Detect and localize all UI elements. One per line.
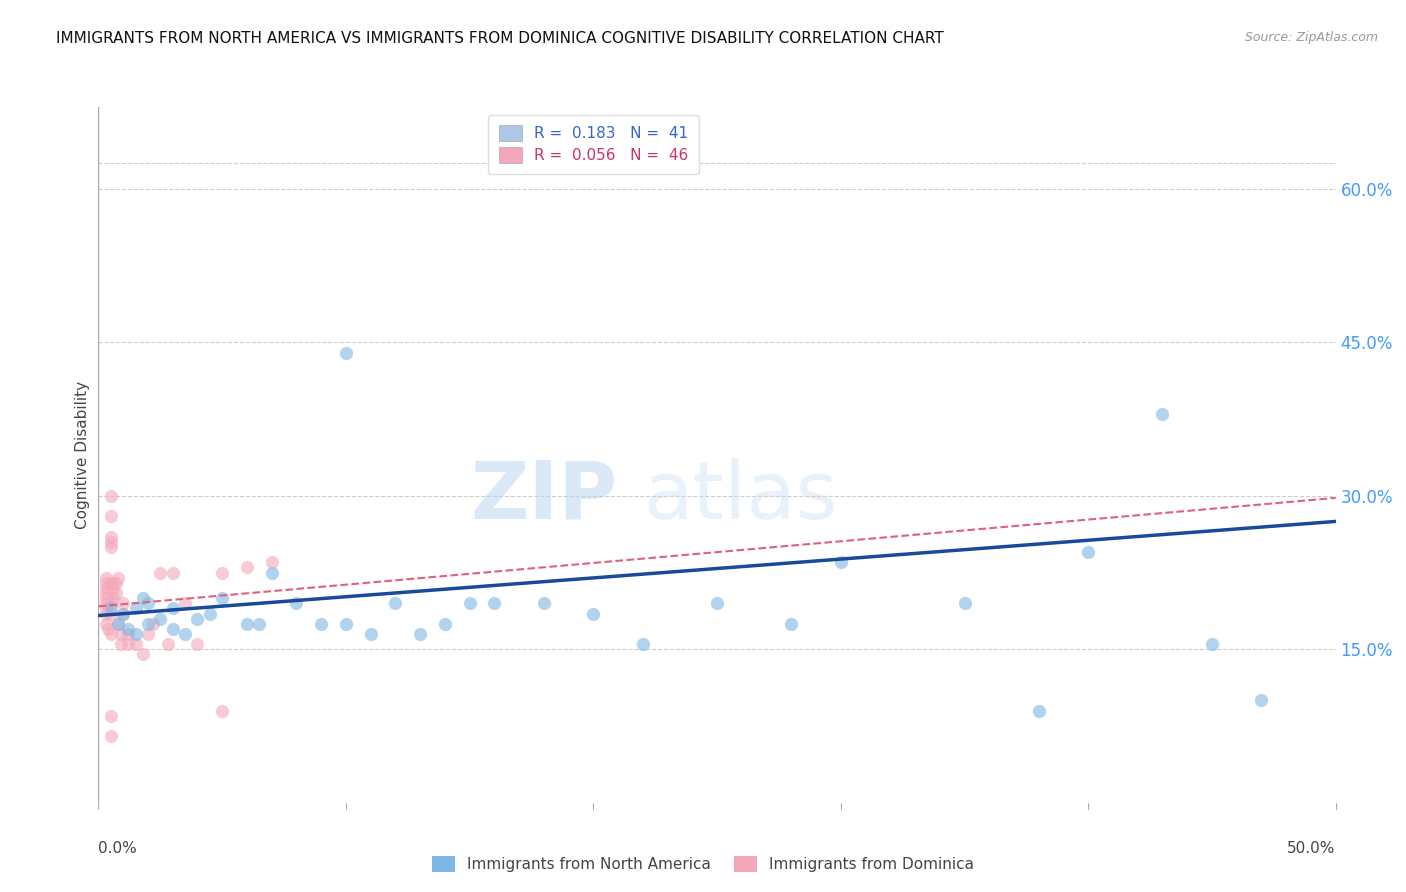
Point — [149, 566, 172, 580]
Point — [100, 530, 122, 544]
Point — [186, 612, 208, 626]
Point — [100, 601, 122, 615]
Point — [780, 616, 803, 631]
Point — [830, 555, 852, 569]
Legend: Immigrants from North America, Immigrants from Dominica: Immigrants from North America, Immigrant… — [425, 848, 981, 880]
Point — [953, 596, 976, 610]
Point — [582, 607, 605, 621]
Point — [260, 555, 283, 569]
Point — [104, 586, 127, 600]
Point — [186, 637, 208, 651]
Point — [484, 596, 506, 610]
Point — [103, 581, 125, 595]
Point — [100, 596, 122, 610]
Point — [1077, 545, 1099, 559]
Point — [100, 489, 122, 503]
Point — [100, 708, 122, 723]
Point — [124, 637, 146, 651]
Point — [1250, 693, 1272, 707]
Point — [94, 601, 117, 615]
Point — [94, 575, 117, 590]
Point — [117, 637, 139, 651]
Point — [433, 616, 456, 631]
Point — [149, 612, 172, 626]
Point — [211, 704, 233, 718]
Point — [631, 637, 654, 651]
Point — [458, 596, 481, 610]
Point — [142, 616, 165, 631]
Point — [100, 540, 122, 554]
Point — [100, 607, 122, 621]
Point — [360, 627, 382, 641]
Point — [94, 596, 117, 610]
Point — [211, 566, 233, 580]
Point — [94, 581, 117, 595]
Y-axis label: Cognitive Disability: Cognitive Disability — [75, 381, 90, 529]
Point — [533, 596, 555, 610]
Point — [156, 637, 179, 651]
Point — [162, 622, 184, 636]
Point — [174, 596, 197, 610]
Point — [112, 607, 135, 621]
Point — [136, 627, 159, 641]
Point — [112, 596, 135, 610]
Point — [309, 616, 332, 631]
Point — [162, 566, 184, 580]
Point — [94, 591, 117, 606]
Point — [136, 616, 159, 631]
Point — [94, 616, 117, 631]
Point — [285, 596, 308, 610]
Point — [107, 616, 129, 631]
Point — [107, 571, 129, 585]
Point — [100, 535, 122, 549]
Text: Source: ZipAtlas.com: Source: ZipAtlas.com — [1244, 31, 1378, 45]
Point — [132, 591, 155, 606]
Point — [124, 627, 146, 641]
Point — [107, 616, 129, 631]
Point — [706, 596, 728, 610]
Point — [136, 596, 159, 610]
Text: 0.0%: 0.0% — [98, 841, 138, 856]
Point — [110, 637, 132, 651]
Point — [94, 586, 117, 600]
Point — [335, 616, 357, 631]
Point — [124, 601, 146, 615]
Point — [110, 627, 132, 641]
Point — [94, 571, 117, 585]
Legend: R =  0.183   N =  41, R =  0.056   N =  46: R = 0.183 N = 41, R = 0.056 N = 46 — [488, 115, 699, 174]
Point — [1028, 704, 1050, 718]
Point — [335, 345, 357, 359]
Text: IMMIGRANTS FROM NORTH AMERICA VS IMMIGRANTS FROM DOMINICA COGNITIVE DISABILITY C: IMMIGRANTS FROM NORTH AMERICA VS IMMIGRA… — [56, 31, 943, 46]
Point — [94, 607, 117, 621]
Point — [132, 648, 155, 662]
Point — [409, 627, 432, 641]
Point — [247, 616, 270, 631]
Point — [260, 566, 283, 580]
Point — [100, 729, 122, 743]
Point — [100, 575, 122, 590]
Point — [103, 591, 125, 606]
Point — [162, 601, 184, 615]
Text: ZIP: ZIP — [471, 458, 619, 536]
Point — [112, 607, 135, 621]
Point — [174, 627, 197, 641]
Point — [1201, 637, 1223, 651]
Point — [236, 560, 259, 574]
Point — [1152, 407, 1174, 421]
Point — [236, 616, 259, 631]
Point — [384, 596, 406, 610]
Point — [97, 622, 120, 636]
Point — [198, 607, 221, 621]
Point — [117, 627, 139, 641]
Point — [100, 509, 122, 524]
Point — [104, 575, 127, 590]
Text: atlas: atlas — [643, 458, 837, 536]
Point — [211, 591, 233, 606]
Text: 50.0%: 50.0% — [1288, 841, 1336, 856]
Point — [117, 622, 139, 636]
Point — [100, 627, 122, 641]
